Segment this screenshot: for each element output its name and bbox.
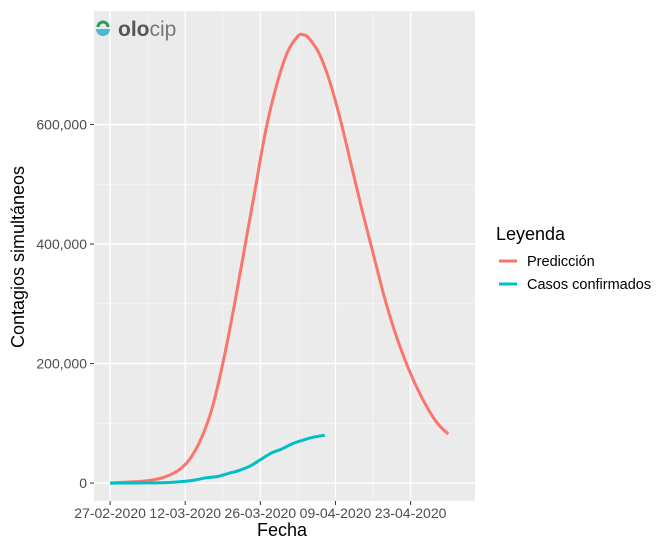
logo-text: olocip [118, 18, 176, 41]
x-tick-label: 27-02-2020 [74, 505, 146, 521]
legend-label-prediccion: Predicción [527, 254, 595, 270]
gridlines [94, 11, 475, 501]
x-tick-label: 12-03-2020 [149, 505, 221, 521]
y-tick-label: 0 [79, 475, 87, 491]
olocip-logo: olocip [96, 18, 176, 41]
plot-panel [94, 11, 475, 501]
y-tick-label: 400,000 [36, 236, 87, 252]
series-line-casos-confirmados [110, 433, 325, 485]
x-axis-title: Fecha [257, 520, 308, 540]
series-line-prediccion [110, 32, 450, 485]
y-tick-label: 200,000 [36, 356, 87, 372]
y-axis-title: Contagios simultáneos [8, 166, 28, 348]
legend-label-casos-confirmados: Casos confirmados [527, 277, 651, 293]
y-axis: 0 200,000 400,000 600,000 [36, 117, 94, 491]
series-layer [110, 32, 450, 485]
x-tick-label: 26-03-2020 [225, 505, 297, 521]
x-tick-label: 23-04-2020 [375, 505, 447, 521]
x-tick-label: 09-04-2020 [300, 505, 372, 521]
logo-text-bold: olo [118, 18, 150, 41]
y-tick-label: 600,000 [36, 117, 87, 133]
x-axis: 27-02-2020 12-03-2020 26-03-2020 09-04-2020… [74, 501, 447, 521]
legend-title: Leyenda [496, 224, 566, 244]
legend: Leyenda Predicción Casos confirmados [496, 224, 651, 293]
logo-text-light: cip [150, 18, 177, 41]
logo-mark-icon [96, 20, 110, 36]
